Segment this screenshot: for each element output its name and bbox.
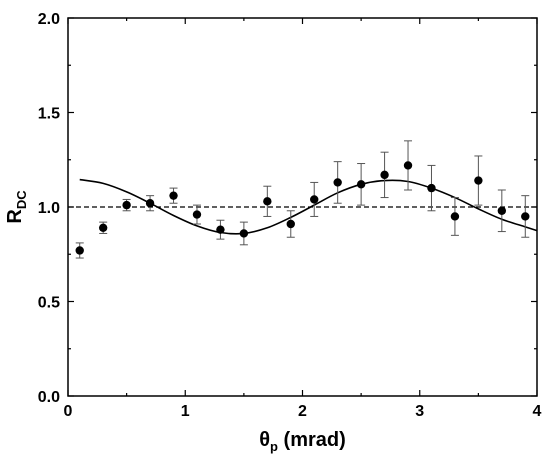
x-axis-title-sub: p — [270, 439, 278, 454]
data-point-group — [474, 155, 483, 206]
data-point — [122, 200, 131, 210]
x-tick-label: 4 — [533, 403, 542, 420]
x-tick-label: 1 — [181, 403, 190, 420]
data-point-group — [497, 189, 507, 233]
data-point — [263, 197, 272, 206]
plot-frame — [67, 17, 538, 397]
data-point — [286, 219, 295, 229]
data-point-group — [427, 164, 436, 212]
data-point — [145, 199, 155, 208]
data-point-group — [216, 219, 225, 240]
data-point — [474, 176, 483, 185]
data-point — [427, 183, 436, 193]
y-tick-label: 1.0 — [38, 200, 60, 217]
data-point-group — [403, 140, 413, 191]
x-axis-title-suffix: (mrad) — [278, 429, 346, 451]
data-point-group — [286, 210, 295, 238]
data-point — [310, 195, 319, 204]
data-point — [356, 180, 366, 189]
data-point — [403, 161, 413, 170]
x-axis-title: θp (mrad) — [259, 429, 346, 454]
data-point — [380, 170, 389, 180]
data-point-group — [356, 163, 366, 206]
data-point — [239, 229, 249, 238]
y-tick-label: 2.0 — [38, 11, 60, 28]
y-axis-title-main: R — [4, 209, 26, 224]
data-point — [497, 206, 507, 215]
y-tick-label: 0.0 — [38, 389, 60, 406]
x-tick-label: 3 — [415, 403, 424, 420]
data-point-group — [310, 181, 319, 217]
data-point — [333, 178, 342, 187]
data-point-group — [380, 151, 389, 199]
data-point-group — [450, 197, 460, 236]
data-point-group — [122, 198, 131, 212]
data-point — [216, 225, 225, 234]
y-tick-label: 0.5 — [38, 295, 60, 312]
data-point-group — [75, 242, 84, 259]
data-point-group — [333, 161, 342, 204]
data-point-group — [98, 221, 108, 234]
data-point-group — [239, 221, 249, 246]
data-point-group — [263, 185, 272, 217]
data-point — [98, 223, 108, 232]
data-point-group — [169, 187, 178, 204]
x-tick-label: 2 — [298, 403, 307, 420]
y-axis-title: RDC — [4, 190, 29, 224]
data-point-group — [145, 195, 155, 212]
y-axis-title-sub: DC — [14, 190, 29, 209]
tick-labels: 0 1 2 3 4 0.0 0.5 1.0 1.5 2.0 — [38, 11, 542, 420]
y-tick-label: 1.5 — [38, 106, 60, 123]
data-point — [75, 246, 84, 255]
data-point — [169, 191, 178, 200]
data-point — [450, 212, 460, 221]
data-points-layer — [75, 140, 530, 259]
x-axis-title-main: θ — [259, 429, 270, 451]
data-point — [192, 210, 202, 219]
data-point-group — [521, 195, 530, 238]
data-point-group — [192, 204, 202, 225]
x-tick-label: 0 — [64, 403, 73, 420]
data-point — [521, 212, 530, 221]
